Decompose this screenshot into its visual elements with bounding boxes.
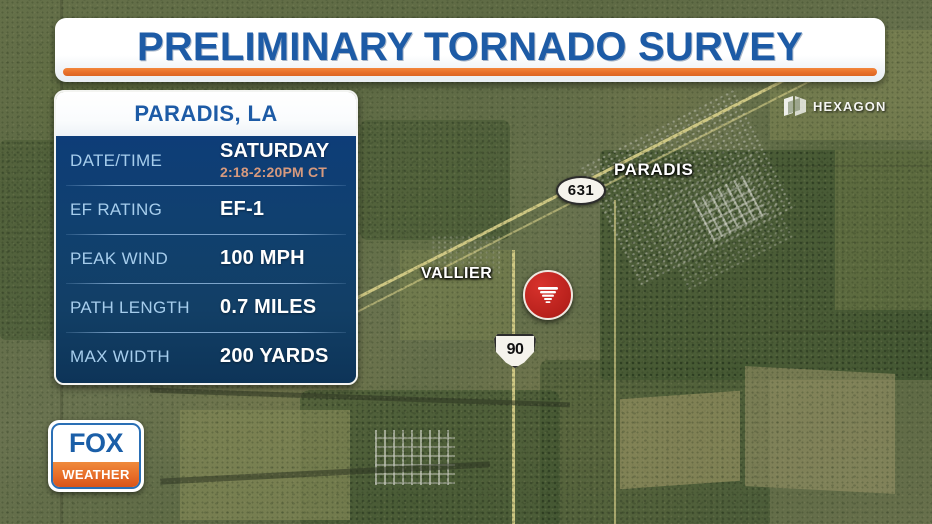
info-value-group: 100 MPH: [220, 248, 344, 269]
map-road-local: [614, 200, 616, 524]
info-label: DATE/TIME: [70, 150, 163, 170]
info-value-group: EF-1: [220, 199, 344, 220]
fox-weather-logo[interactable]: FOX WEATHER: [48, 420, 144, 492]
info-value: SATURDAY: [220, 140, 330, 162]
fox-logo-text: FOX: [68, 428, 124, 458]
info-label: PATH LENGTH: [70, 297, 190, 317]
hexagon-watermark-text: HEXAGON: [813, 98, 887, 114]
title-banner: PRELIMINARY TORNADO SURVEY: [55, 18, 885, 82]
info-label: MAX WIDTH: [70, 346, 170, 366]
weather-logo-bar: WEATHER: [53, 462, 139, 487]
map-industrial-area: [375, 430, 455, 485]
info-value: 100 MPH: [220, 247, 305, 269]
info-panel-header: PARADIS, LA: [56, 92, 356, 136]
fox-weather-logo-inner: FOX WEATHER: [51, 423, 141, 489]
info-panel-body: DATE/TIME SATURDAY 2:18-2:20PM CT EF RAT…: [56, 136, 356, 383]
info-label: PEAK WIND: [70, 248, 169, 268]
map-road-us90: [512, 250, 515, 524]
info-subvalue: 2:18-2:20PM CT: [220, 164, 328, 180]
map-label-paradis: PARADIS: [614, 160, 694, 179]
title-banner-accent-bar: [63, 68, 877, 76]
info-value: 0.7 MILES: [220, 296, 317, 318]
info-value-group: SATURDAY 2:18-2:20PM CT: [220, 140, 344, 181]
map-field-boundary: [770, 330, 932, 332]
hexagon-watermark: HEXAGON: [784, 96, 886, 116]
tornado-icon: [538, 287, 558, 303]
info-value-group: 200 YARDS: [220, 346, 344, 367]
info-row-peak-wind: PEAK WIND 100 MPH: [56, 234, 356, 283]
route-shield-631[interactable]: 631: [556, 176, 606, 205]
page-title: PRELIMINARY TORNADO SURVEY: [136, 25, 804, 69]
info-label: EF RATING: [70, 199, 163, 219]
info-row-date-time: DATE/TIME SATURDAY 2:18-2:20PM CT: [56, 136, 356, 185]
hexagon-logo-icon: [784, 96, 806, 116]
map-forest-patch: [360, 120, 510, 240]
map-field-patch: [835, 150, 932, 310]
map-label-vallier: VALLIER: [421, 265, 493, 282]
info-row-max-width: MAX WIDTH 200 YARDS: [56, 332, 356, 381]
map-field-boundary: [690, 165, 932, 167]
info-value: 200 YARDS: [220, 345, 329, 367]
info-row-ef-rating: EF RATING EF-1: [56, 185, 356, 234]
tornado-info-panel: PARADIS, LA DATE/TIME SATURDAY 2:18-2:20…: [54, 90, 358, 385]
info-row-path-length: PATH LENGTH 0.7 MILES: [56, 283, 356, 332]
weather-logo-text: WEATHER: [62, 467, 130, 482]
map-field-patch: [180, 410, 350, 520]
route-shield-90[interactable]: 90: [494, 334, 536, 368]
tornado-marker[interactable]: [523, 270, 573, 320]
location-title: PARADIS, LA: [134, 101, 278, 126]
us-shield-number: 90: [506, 340, 524, 358]
info-value: EF-1: [220, 198, 265, 220]
info-value-group: 0.7 MILES: [220, 297, 344, 318]
